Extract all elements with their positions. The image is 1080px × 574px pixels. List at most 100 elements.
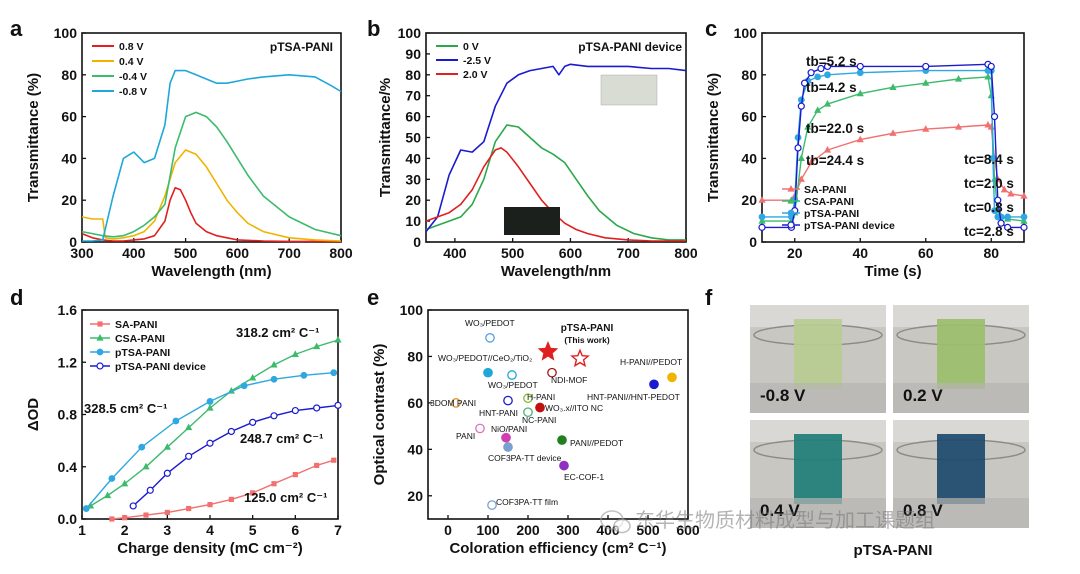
series-marker [270,360,278,368]
legend-marker [787,197,795,204]
x-axis-label: Wavelength (nm) [151,263,271,280]
y-tick-label: 0 [749,234,757,250]
y-tick-label: 40 [407,441,423,457]
series-marker [889,83,897,90]
y-tick-label: 20 [61,192,77,208]
y-tick-label: 100 [398,25,422,41]
point-label: WO₃/PEDOT//CeO₂/TiO₂ [438,353,532,363]
legend-label: CSA-PANI [804,196,854,208]
scatter-star [570,348,590,368]
series-marker [922,125,930,132]
series-marker [1007,189,1015,197]
y-axis-label: Transmittance (%) [25,73,42,202]
y-tick-label: 100 [734,25,758,41]
electrode-film [937,434,985,504]
series-marker [146,486,154,494]
series-marker [164,509,170,516]
y-tick-label: 50 [405,130,421,146]
series-line [425,124,686,241]
inset-photo-bleached [600,74,658,106]
annotation-label: 125.0 cm² C⁻¹ [244,490,327,505]
photo-label: 0.2 V [903,386,943,405]
series-marker [163,443,171,450]
panel-label-e: e [367,285,379,310]
series-marker [824,71,831,79]
y-tick-label: 100 [54,25,78,41]
series-marker [922,79,930,86]
series-marker [1020,213,1028,221]
annotation-label: 318.2 cm² C⁻¹ [236,325,319,340]
y-tick-label: 40 [405,150,421,166]
x-tick-label: 7 [334,522,342,538]
series-marker [823,62,832,71]
x-tick-label: 400 [122,245,146,261]
legend-label: 2.0 V [463,69,488,81]
x-tick-label: 100 [476,522,500,538]
scatter-point [503,395,513,406]
series-marker [207,502,213,508]
x-tick-label: 400 [443,245,467,261]
y-tick-label: 90 [405,46,421,62]
y-tick-label: 60 [407,395,423,411]
series-marker [794,144,802,152]
panel-label-c: c [705,16,717,41]
series-marker [1004,213,1012,221]
series-marker [271,481,277,487]
beaker-base [750,498,886,528]
chart-c: 20 40 60 80 0 20 40 60 80 100 Time (s) Transmittanc… [705,25,1028,280]
x-axis-label: Wavelength/nm [501,263,611,280]
series-marker [817,64,825,73]
y-tick-label: 0 [413,234,421,250]
series-marker [291,406,299,415]
y-tick-label: 1.6 [58,302,78,318]
y-tick-label: 80 [741,67,757,83]
legend-label: CSA-PANI [115,333,165,345]
chart-title: pTSA-PANI device [578,40,682,54]
scatter-point [559,460,569,471]
legend-label: -0.8 V [119,86,147,98]
series-marker [228,496,234,503]
point-label: PANI [456,431,475,441]
panel-label-b: b [367,16,380,41]
legend-label: pTSA-PANI [804,208,859,220]
series-marker [758,196,766,203]
beaker-base [750,383,886,413]
scatter-point [523,393,533,404]
annotation-label: tb=24.4 s [806,153,864,168]
series-marker [300,371,308,379]
photo-top [893,420,1029,442]
scatter-point [483,367,493,378]
series-marker [823,146,832,153]
point-label: H-PANI//PEDOT [620,357,682,367]
x-tick-label: 500 [501,245,525,261]
x-tick-label: 700 [617,245,641,261]
series-line [425,147,686,242]
series-marker [206,403,214,411]
y-tick-label: 40 [61,150,77,166]
photo-label: 0.4 V [760,501,800,520]
inset-photo-colored [504,207,560,235]
y-tick-label: 0 [69,234,77,250]
series-line [82,69,342,242]
series-marker [122,515,128,521]
series-marker [807,69,815,77]
series-marker [991,207,998,215]
photo-caption: pTSA-PANI [854,542,933,559]
electrode-film [937,319,985,389]
legend-marker [96,334,104,341]
y-tick-label: 60 [61,109,77,125]
panel-label-d: d [10,285,23,310]
scatter-point [487,500,497,510]
chart-d: 1 2 3 4 5 6 7 0.0 0.4 0.8 1.2 1.6 Charge density (mC… [25,302,342,557]
chart-b: 400 500 600 700 800 0 10 20 30 40 50 60 70 80 90 100 Wav… [377,25,698,280]
series-line [81,149,342,242]
point-label: COF3PA-TT film [496,497,558,507]
beaker-base [893,383,1029,413]
x-axis-label: Coloration efficiency (cm² C⁻¹) [449,540,666,557]
point-label: NC-PANI [522,415,556,425]
series-marker [240,382,248,390]
y-tick-label: 60 [405,109,421,125]
point-label: PANI//PEDOT [570,438,623,448]
scatter-point [523,407,533,418]
